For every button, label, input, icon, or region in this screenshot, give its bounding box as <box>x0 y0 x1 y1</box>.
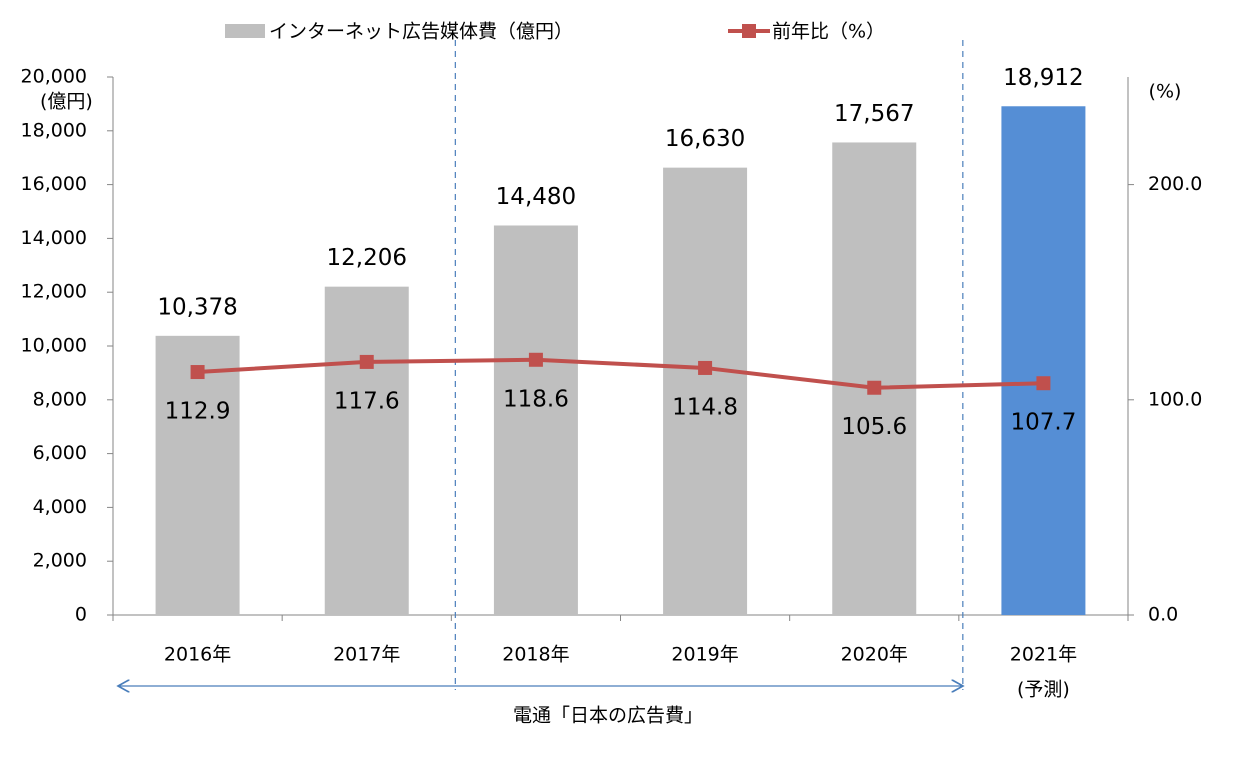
bar <box>1001 106 1086 615</box>
line-marker <box>698 360 713 375</box>
legend-label: 前年比（%） <box>772 21 885 43</box>
bar <box>155 335 240 615</box>
legend-swatch <box>742 24 756 38</box>
y2-tick-label: 100.0 <box>1148 388 1202 410</box>
y-unit: (億円) <box>40 91 93 113</box>
legend-swatch <box>225 24 265 38</box>
x-tick-label: 2017年 <box>333 644 400 666</box>
y-tick-label: 0 <box>75 604 87 626</box>
bar <box>832 142 917 615</box>
y2-tick-label: 0.0 <box>1148 604 1178 626</box>
x-tick-label: 2016年 <box>164 644 231 666</box>
y-tick-label: 2,000 <box>33 550 87 572</box>
y-tick-label: 14,000 <box>21 227 87 249</box>
line-value-label: 112.9 <box>165 399 231 425</box>
bar-value-label: 17,567 <box>834 101 914 127</box>
line-marker <box>190 365 205 380</box>
bar-value-label: 16,630 <box>665 126 745 152</box>
y-tick-label: 16,000 <box>21 173 87 195</box>
y-tick-label: 8,000 <box>33 388 87 410</box>
bar-value-label: 12,206 <box>327 245 407 271</box>
line-marker <box>528 352 543 367</box>
y-tick-label: 18,000 <box>21 119 87 141</box>
y-tick-label: 4,000 <box>33 496 87 518</box>
y-tick-label: 6,000 <box>33 442 87 464</box>
bar-value-label: 10,378 <box>157 294 237 320</box>
line-value-label: 118.6 <box>503 386 569 412</box>
y-tick-label: 10,000 <box>21 335 87 357</box>
y2-tick-label: 200.0 <box>1148 173 1202 195</box>
line-marker <box>867 380 882 395</box>
bar <box>324 286 409 615</box>
x-tick-label: 2021年 <box>1010 644 1077 666</box>
legend-label: インターネット広告媒体費（億円） <box>269 21 573 43</box>
line-value-label: 105.6 <box>841 414 907 440</box>
line-marker <box>359 354 374 369</box>
category-note: (予測) <box>1017 679 1070 701</box>
bar-value-label: 18,912 <box>1003 65 1083 91</box>
bar <box>493 225 578 615</box>
x-tick-label: 2019年 <box>671 644 738 666</box>
y-tick-label: 12,000 <box>21 281 87 303</box>
bar-value-label: 14,480 <box>496 184 576 210</box>
y-tick-label: 20,000 <box>21 66 87 88</box>
x-tick-label: 2020年 <box>841 644 908 666</box>
x-tick-label: 2018年 <box>502 644 569 666</box>
line <box>197 357 1044 390</box>
line-value-label: 114.8 <box>672 394 738 420</box>
line-value-label: 117.6 <box>334 388 400 414</box>
line-marker <box>1036 376 1051 391</box>
y2-unit: (%) <box>1149 81 1182 103</box>
source-note: 電通「日本の広告費」 <box>513 705 703 727</box>
bar <box>663 167 748 615</box>
line-value-label: 107.7 <box>1010 410 1076 436</box>
